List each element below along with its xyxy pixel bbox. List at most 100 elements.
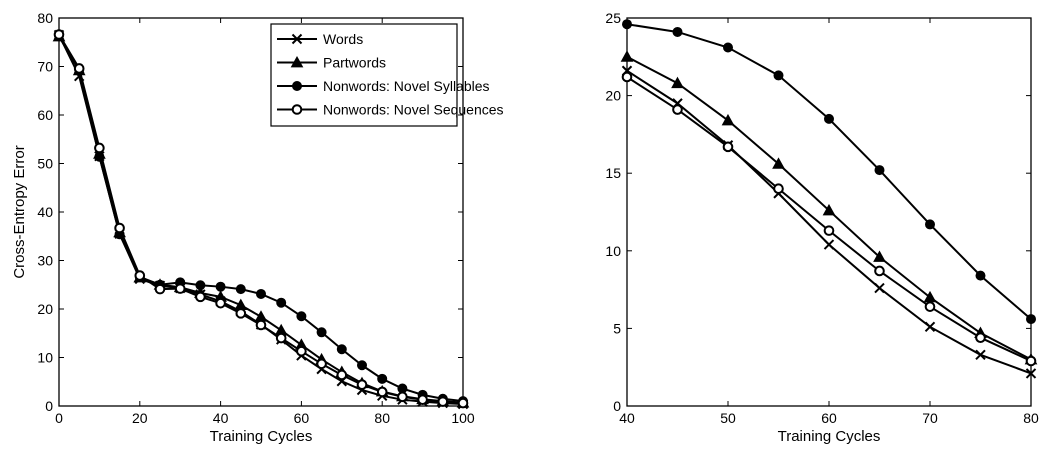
y-tick-label: 40 xyxy=(37,204,53,220)
data-point xyxy=(336,344,347,355)
data-point xyxy=(316,327,327,338)
data-point xyxy=(235,284,246,295)
y-tick-label: 30 xyxy=(37,253,53,269)
data-point xyxy=(397,391,408,403)
series-circle-open xyxy=(621,71,1037,367)
data-point xyxy=(73,63,85,74)
legend-entry: Partwords xyxy=(277,55,386,71)
data-point xyxy=(622,19,632,30)
data-point xyxy=(873,250,886,262)
legend-marker xyxy=(292,81,302,91)
data-point xyxy=(296,345,307,357)
data-point xyxy=(975,349,986,360)
x-tick-label: 50 xyxy=(720,410,736,426)
x-tick-label: 100 xyxy=(451,410,475,426)
y-tick-label: 15 xyxy=(605,165,621,181)
y-tick-label: 0 xyxy=(613,398,621,414)
y-tick-label: 20 xyxy=(37,301,53,317)
data-point xyxy=(874,282,885,294)
data-point xyxy=(174,283,186,294)
y-tick-label: 10 xyxy=(37,350,53,366)
data-point xyxy=(154,283,166,295)
data-point xyxy=(874,265,885,277)
data-point xyxy=(975,270,986,281)
legend-label: Nonwords: Novel Sequences xyxy=(323,102,504,118)
data-point xyxy=(134,270,146,281)
y-tick-label: 70 xyxy=(37,59,53,75)
legend-entry: Words xyxy=(277,31,363,47)
x-tick-label: 70 xyxy=(922,410,938,426)
x-tick-label: 40 xyxy=(213,410,229,426)
series-line xyxy=(626,23,1032,320)
y-tick-label: 50 xyxy=(37,156,53,172)
legend-label: Words xyxy=(323,31,363,47)
data-point xyxy=(773,70,784,81)
y-tick-label: 60 xyxy=(37,107,53,123)
legend-entry: Nonwords: Novel Sequences xyxy=(277,102,504,118)
x-tick-label: 40 xyxy=(619,410,635,426)
data-point xyxy=(925,219,935,230)
data-point xyxy=(457,397,469,409)
x-tick-label: 80 xyxy=(1023,410,1039,426)
data-point xyxy=(336,369,348,381)
chart-2: 40 50 60 70 80 0 5 10 15 20 25 Training Cycles xyxy=(605,10,1039,445)
data-point xyxy=(722,141,734,153)
data-point xyxy=(275,332,287,344)
data-point xyxy=(824,113,834,124)
legend-entry: Nonwords: Novel Syllables xyxy=(277,78,490,94)
data-point xyxy=(672,104,683,115)
data-point xyxy=(975,332,986,344)
y-tick-label: 10 xyxy=(605,243,621,259)
data-point xyxy=(773,183,784,195)
data-point xyxy=(195,291,206,303)
data-point xyxy=(437,396,449,407)
data-point xyxy=(1026,314,1036,325)
data-point xyxy=(874,165,885,176)
series-triangle xyxy=(620,50,1038,365)
data-point xyxy=(822,203,836,216)
data-point xyxy=(215,297,226,309)
data-point xyxy=(823,225,835,236)
data-point xyxy=(772,157,785,169)
data-point xyxy=(195,280,206,291)
y-tick-label: 0 xyxy=(45,398,53,414)
y-tick-label: 25 xyxy=(605,10,621,26)
chart-1: 0 20 40 60 80 100 0 10 20 30 40 50 60 70 80 Training Cy… xyxy=(11,10,504,445)
x-axis-label: Training Cycles xyxy=(210,428,313,445)
data-point xyxy=(53,29,65,40)
data-point xyxy=(924,301,936,312)
y-tick-label: 5 xyxy=(613,320,621,336)
data-point xyxy=(276,297,287,308)
data-point xyxy=(357,360,367,371)
data-point xyxy=(296,311,307,322)
data-point xyxy=(672,26,683,37)
data-point xyxy=(114,222,125,234)
data-point xyxy=(377,373,388,384)
data-point xyxy=(620,50,634,62)
legend-marker xyxy=(291,104,303,115)
data-point xyxy=(254,310,268,322)
data-point xyxy=(255,319,267,331)
data-point xyxy=(94,142,105,154)
x-tick-label: 80 xyxy=(374,410,390,426)
data-point xyxy=(723,42,733,53)
data-point xyxy=(256,288,266,299)
legend-label: Nonwords: Novel Syllables xyxy=(323,78,490,94)
legend: Words Partwords Nonwords: Novel Syllables N… xyxy=(270,23,504,127)
x-tick-label: 20 xyxy=(132,410,148,426)
x-tick-label: 0 xyxy=(55,410,63,426)
data-point xyxy=(417,394,428,405)
y-tick-label: 80 xyxy=(37,10,53,26)
x-tick-label: 60 xyxy=(821,410,837,426)
series-x xyxy=(621,65,1037,379)
data-point xyxy=(671,76,684,89)
legend-label: Partwords xyxy=(323,55,386,71)
x-tick-label: 60 xyxy=(294,410,310,426)
legend-marker xyxy=(291,33,303,45)
data-point xyxy=(356,379,368,390)
data-point xyxy=(215,281,226,292)
data-point xyxy=(621,71,633,83)
data-point xyxy=(721,113,735,126)
data-point xyxy=(316,358,327,370)
